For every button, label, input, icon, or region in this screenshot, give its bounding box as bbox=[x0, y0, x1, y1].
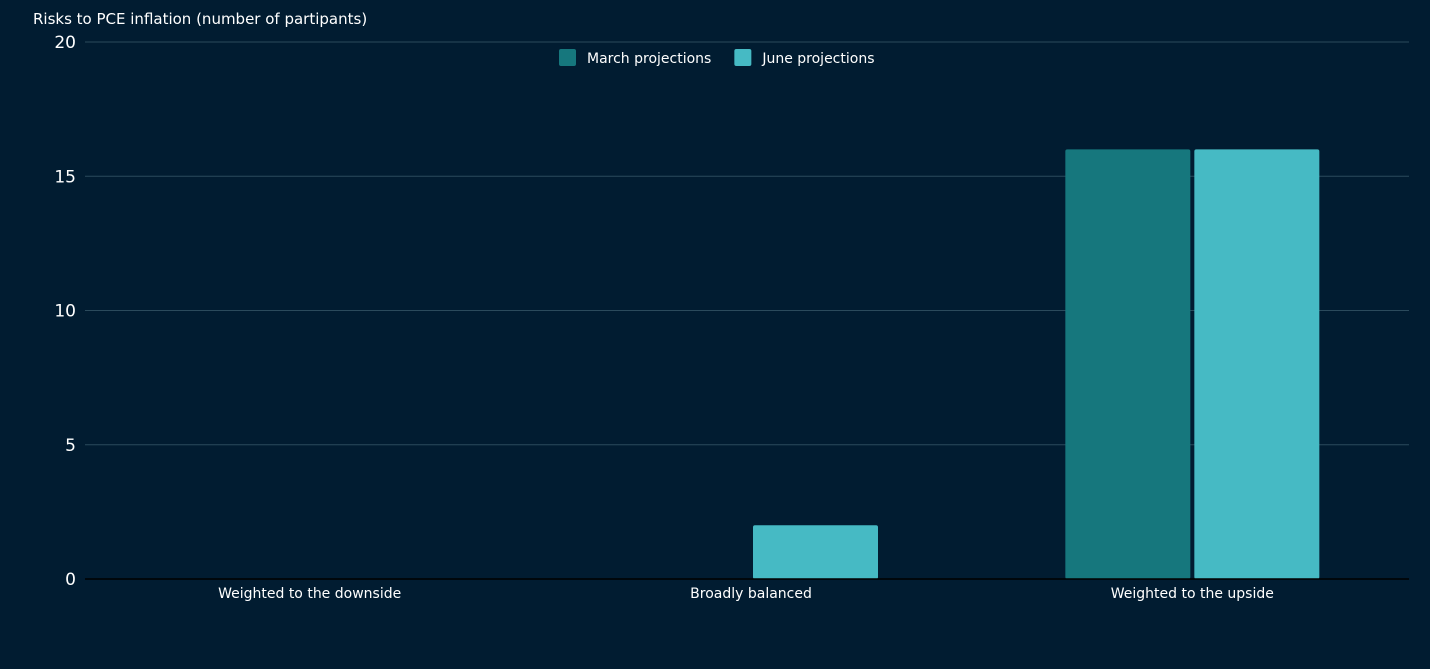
y-tick-label: 10 bbox=[54, 302, 76, 322]
bars bbox=[753, 149, 1320, 579]
y-axis-title: Risks to PCE inflation (number of partip… bbox=[33, 10, 367, 28]
bar[interactable] bbox=[1194, 149, 1320, 579]
legend-item[interactable]: June projections bbox=[734, 49, 875, 67]
y-tick-label: 0 bbox=[65, 570, 76, 590]
x-tick-label: Broadly balanced bbox=[690, 586, 812, 602]
y-tick-label: 20 bbox=[54, 33, 76, 53]
y-tick-label: 15 bbox=[54, 167, 76, 187]
y-tick-label: 5 bbox=[65, 436, 76, 456]
legend-item[interactable]: March projections bbox=[559, 49, 711, 67]
x-axis-ticks: Weighted to the downside Broadly balanced… bbox=[218, 586, 1274, 602]
bar[interactable] bbox=[753, 525, 878, 579]
x-tick-label: Weighted to the upside bbox=[1111, 586, 1274, 602]
bar[interactable] bbox=[1065, 149, 1191, 579]
legend-swatch bbox=[734, 49, 752, 66]
x-tick-label: Weighted to the downside bbox=[218, 586, 401, 602]
legend-swatch bbox=[559, 49, 576, 66]
legend-label: June projections bbox=[761, 51, 874, 67]
legend[interactable]: March projections June projections bbox=[559, 49, 875, 67]
legend-label: March projections bbox=[587, 51, 711, 67]
y-axis-ticks: 0 5 10 15 20 bbox=[54, 33, 76, 590]
